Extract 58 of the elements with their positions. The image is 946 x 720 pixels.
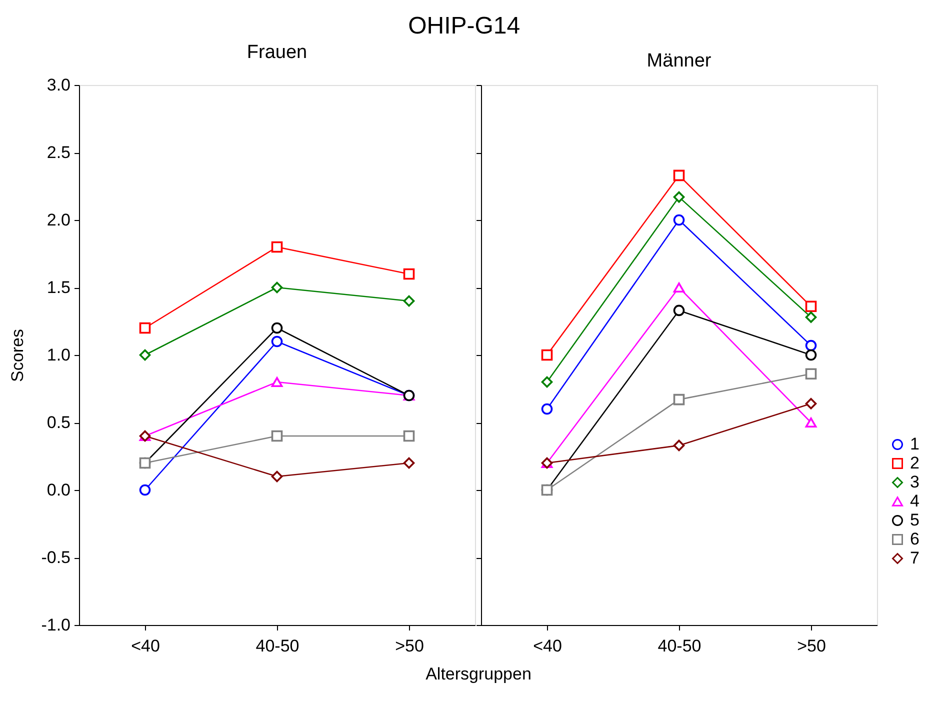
point [673, 191, 685, 203]
x-tick-label: 40-50 [658, 636, 702, 656]
chart-subtitle: Frauen [246, 42, 308, 63]
x-axis-title: Altersgruppen [426, 664, 532, 684]
point [271, 470, 283, 482]
y-tick-label: 3.0 [46, 76, 70, 94]
point [673, 282, 685, 293]
point [403, 457, 415, 469]
y-tick-label: 1.0 [46, 346, 70, 364]
legend-label: 3 [910, 472, 920, 492]
x-tick-label: >50 [395, 636, 424, 656]
point [541, 403, 553, 415]
point [271, 282, 283, 294]
point [805, 312, 817, 323]
point [673, 394, 685, 406]
point [271, 322, 283, 334]
legend-label: 5 [910, 510, 920, 530]
legend-label: 4 [910, 492, 920, 510]
point [805, 368, 817, 380]
y-tick-label: 2.5 [46, 143, 70, 162]
point [805, 340, 817, 352]
y-tick-label: -0.5 [41, 548, 70, 567]
y-tick-label: 0.5 [46, 413, 70, 432]
point [673, 304, 685, 316]
point [673, 440, 685, 452]
point [271, 336, 283, 348]
x-tick-label: <40 [533, 636, 562, 656]
point [805, 398, 817, 410]
x-tick-label: >50 [797, 636, 826, 656]
x-tick-label: <40 [131, 636, 160, 656]
y-axis-title: Scores [8, 329, 28, 382]
chart-title: OHIP-G14 [408, 12, 520, 40]
point [139, 349, 151, 361]
y-tick-label: 0.0 [46, 480, 70, 500]
point [673, 214, 685, 226]
point [139, 322, 151, 334]
y-tick-label: -1.0 [41, 616, 70, 634]
point [139, 484, 151, 496]
x-tick-label: 40-50 [256, 636, 300, 656]
point [403, 295, 415, 307]
point [403, 268, 415, 280]
y-tick-label: 2.0 [46, 210, 70, 230]
point [805, 300, 817, 312]
y-tick-label: 1.5 [46, 278, 70, 297]
point [805, 417, 817, 428]
point [541, 349, 553, 361]
legend-label: 6 [910, 530, 920, 548]
legend-label: 2 [910, 454, 920, 472]
legend-label: 1 [910, 434, 920, 454]
point [271, 241, 283, 253]
point [541, 376, 553, 388]
point [673, 170, 685, 182]
point [271, 376, 283, 388]
chart-subtitle: Männer [646, 50, 712, 72]
point [805, 349, 817, 361]
point [403, 430, 415, 442]
legend-label: 7 [910, 548, 920, 568]
point [271, 430, 283, 442]
